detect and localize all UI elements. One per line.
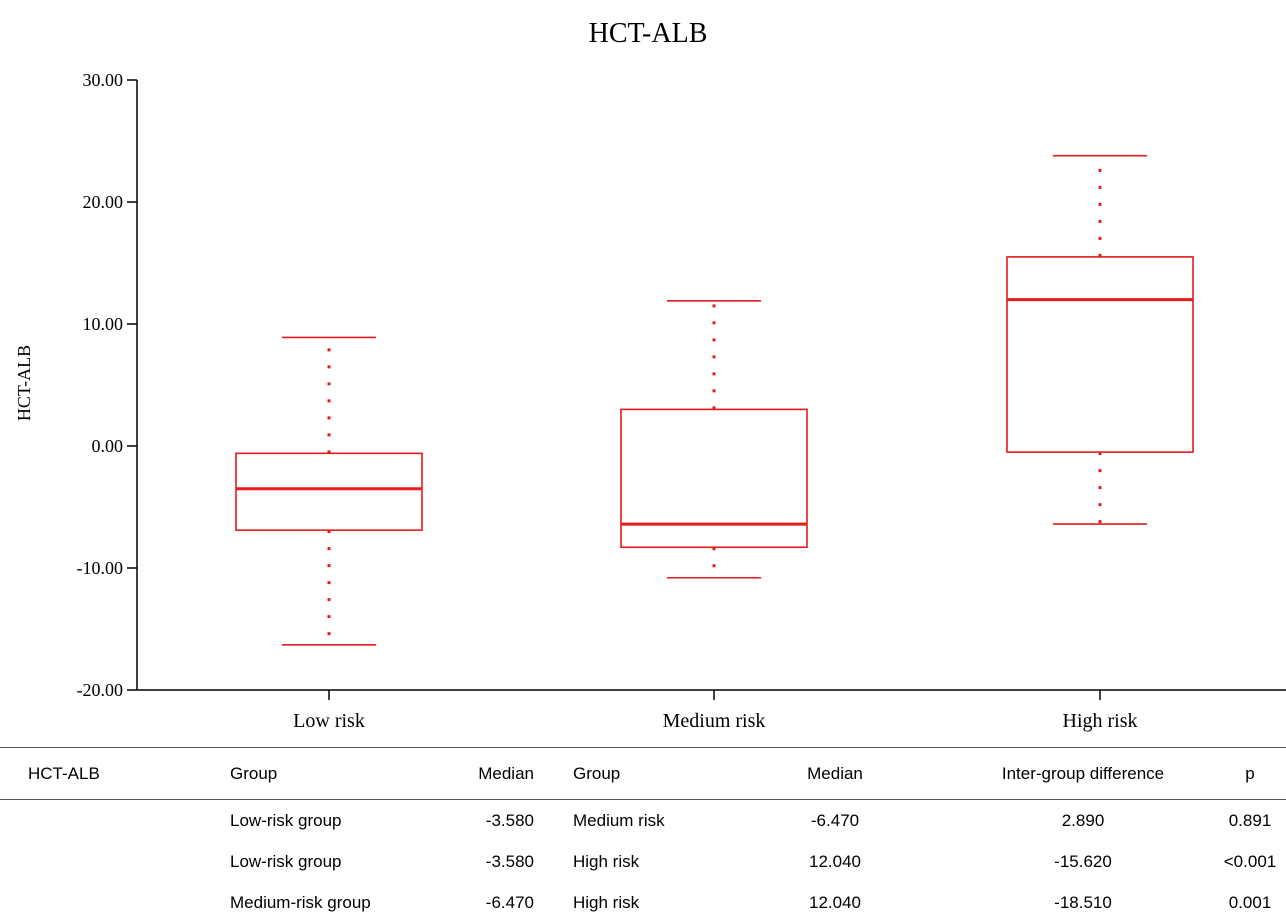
box-body (1006, 256, 1194, 453)
x-ticks: Low risk Medium risk High risk (293, 690, 1138, 732)
row-group-2: High risk (573, 892, 640, 912)
row-median-1: -3.580 (485, 851, 534, 871)
y-tick-label: -10.00 (77, 558, 124, 578)
box-plot-chart: HCT-ALB HCT-ALB -20.00 -10.00 0.00 10.00 20.… (14, 18, 1286, 732)
y-tick-label: 30.00 (83, 70, 124, 90)
header-median-1: Median (478, 763, 534, 783)
row-median-1: -3.580 (485, 810, 534, 830)
table-row: Medium-risk group -6.470 High risk 12.04… (0, 882, 1286, 923)
table-row: Low-risk group -3.580 Medium risk -6.470… (0, 800, 1286, 841)
y-tick-label: -20.00 (77, 680, 124, 700)
table-header-row: HCT-ALB Group Median Group Median Inter-… (0, 748, 1286, 800)
y-tick-label: 10.00 (83, 314, 124, 334)
row-group-2: High risk (573, 851, 640, 871)
row-p: 0.001 (1228, 892, 1272, 912)
row-median-2: -6.470 (810, 810, 860, 830)
chart-title: HCT-ALB (589, 18, 708, 49)
row-median-2: 12.040 (809, 892, 861, 912)
y-tick-label: 0.00 (92, 436, 124, 456)
header-group-1: Group (230, 763, 278, 783)
box-high-risk (1006, 154, 1194, 525)
y-axis-label: HCT-ALB (14, 345, 34, 421)
y-ticks: -20.00 -10.00 0.00 10.00 20.00 30.00 (77, 70, 137, 700)
x-tick-label: High risk (1063, 710, 1138, 732)
header-p: p (1245, 763, 1255, 783)
box-body (235, 452, 423, 531)
boxes (235, 154, 1194, 646)
row-difference: -18.510 (1054, 892, 1112, 912)
row-group-1: Low-risk group (230, 851, 342, 871)
header-group-2: Group (573, 763, 621, 783)
table-row: Low-risk group -3.580 High risk 12.040 -… (0, 841, 1286, 882)
stats-table: HCT-ALB Group Median Group Median Inter-… (0, 747, 1286, 923)
row-difference: 2.890 (1061, 810, 1105, 830)
row-median-2: 12.040 (809, 851, 861, 871)
row-group-1: Low-risk group (230, 810, 342, 830)
header-difference: Inter-group difference (1001, 763, 1165, 783)
row-p: <0.001 (1223, 851, 1277, 871)
box-medium-risk (620, 300, 808, 579)
x-tick-label: Low risk (293, 710, 365, 732)
box-low-risk (235, 336, 423, 646)
row-group-1: Medium-risk group (230, 892, 371, 912)
x-tick-label: Medium risk (663, 710, 766, 732)
header-hct-alb: HCT-ALB (28, 763, 100, 783)
y-tick-label: 20.00 (83, 192, 124, 212)
row-p: 0.891 (1228, 810, 1272, 830)
row-median-1: -6.470 (485, 892, 534, 912)
box-body (620, 408, 808, 549)
row-group-2: Medium risk (573, 810, 665, 830)
row-difference: -15.620 (1054, 851, 1112, 871)
header-median-2: Median (807, 763, 863, 783)
